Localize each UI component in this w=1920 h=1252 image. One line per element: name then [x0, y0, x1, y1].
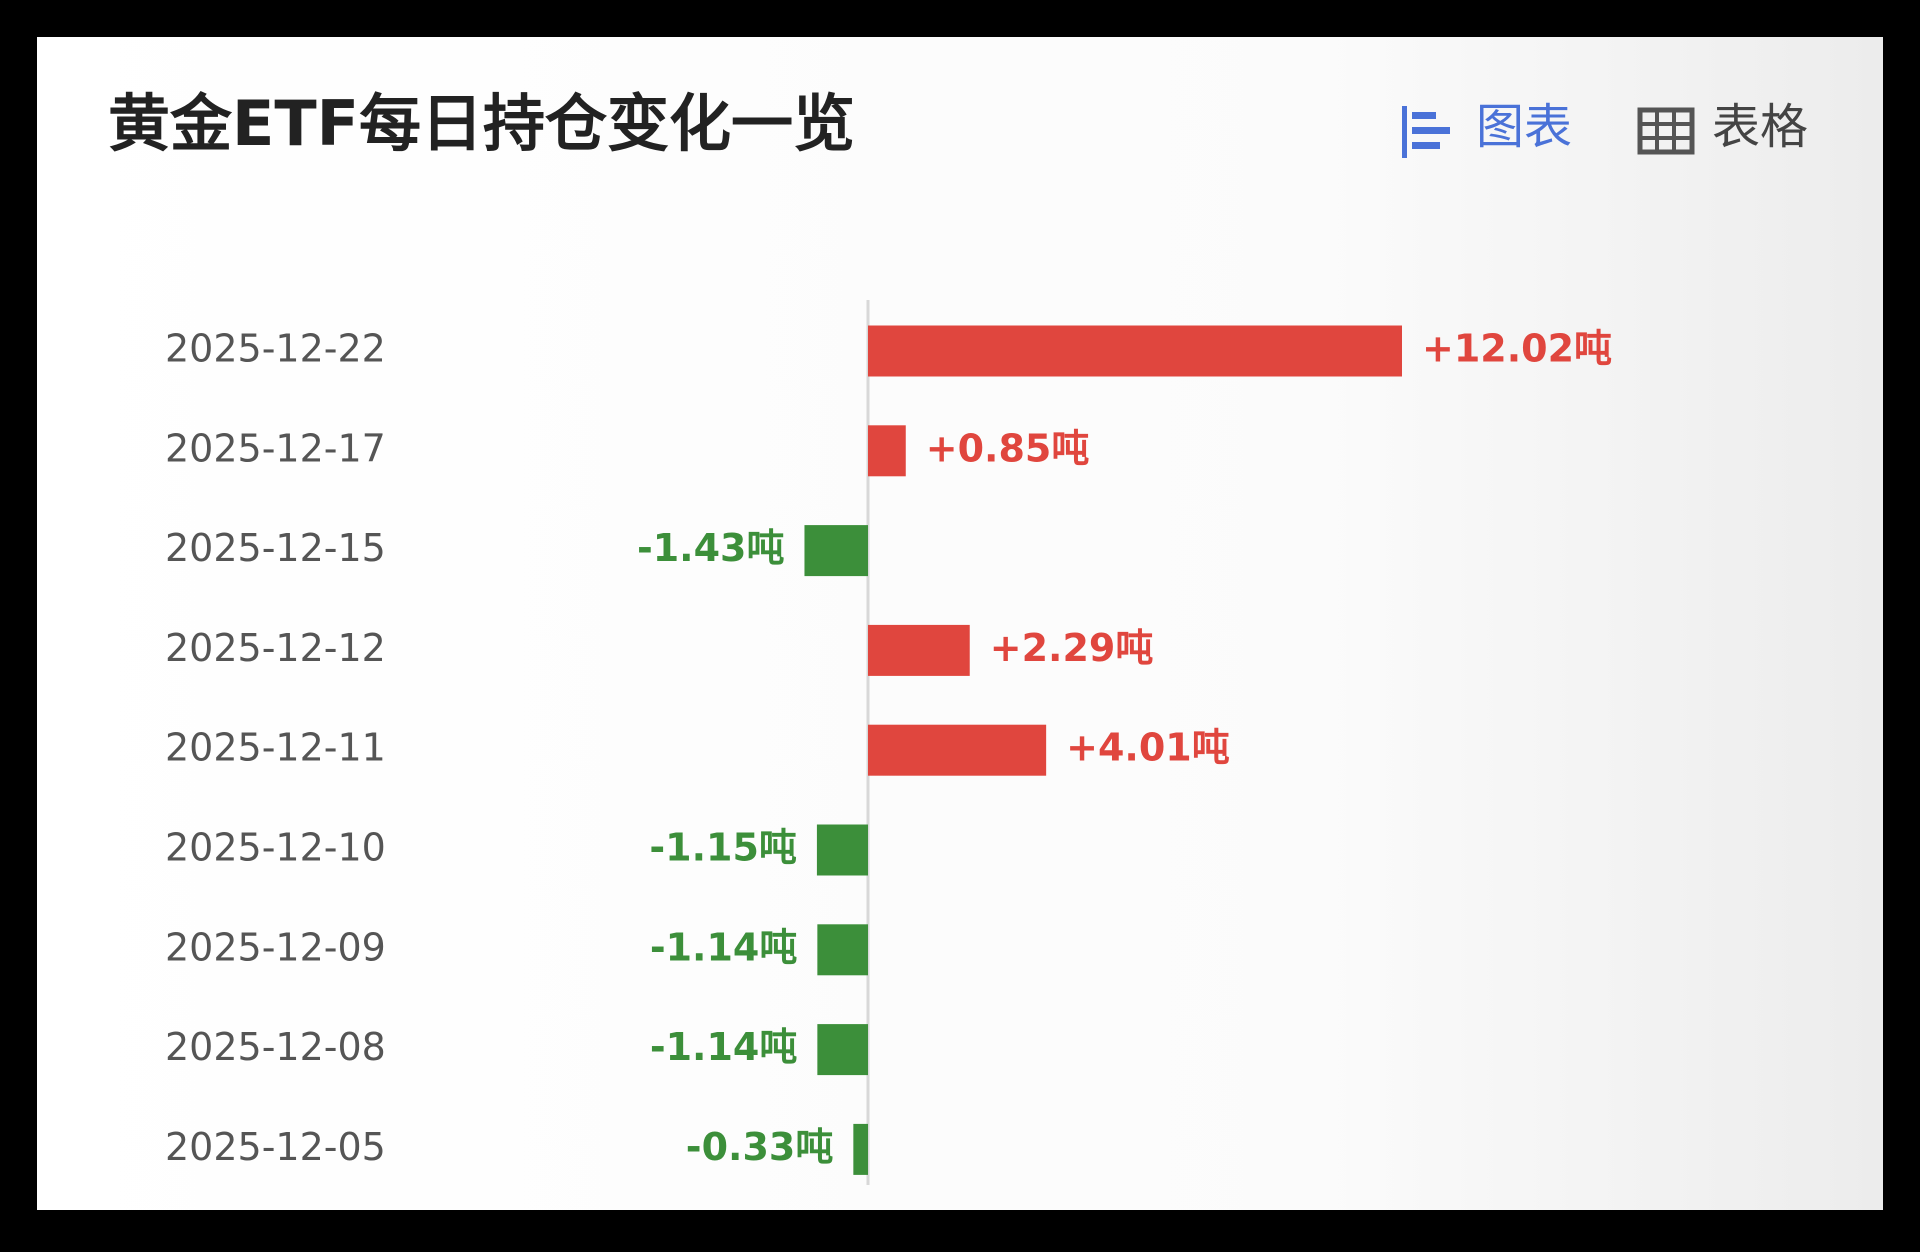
- table-tab[interactable]: 表格: [1637, 99, 1808, 155]
- value-label: -0.33吨: [686, 1125, 834, 1169]
- value-label: +2.29吨: [990, 626, 1154, 670]
- value-label: -1.15吨: [649, 826, 797, 870]
- value-label: -1.14吨: [650, 925, 798, 969]
- value-label: +0.85吨: [926, 426, 1090, 470]
- bar: [868, 624, 970, 676]
- y-tick-label: 2025-12-09: [165, 925, 386, 969]
- bar: [817, 924, 868, 976]
- tab-icon: [1637, 107, 1695, 155]
- y-tick-label: 2025-12-10: [165, 826, 386, 870]
- value-label: -1.43吨: [637, 526, 785, 570]
- y-tick-label: 2025-12-17: [165, 426, 386, 470]
- panel: [37, 37, 1883, 1210]
- chart-tab[interactable]: 图表: [1402, 99, 1572, 158]
- y-tick-label: 2025-12-12: [165, 626, 386, 670]
- tab-label[interactable]: 图表: [1476, 99, 1572, 155]
- tab-icon: [1412, 142, 1440, 149]
- bar: [868, 425, 906, 477]
- value-label: -1.14吨: [650, 1025, 798, 1069]
- bar: [853, 1123, 868, 1175]
- bar: [804, 525, 868, 577]
- y-tick-label: 2025-12-05: [165, 1125, 386, 1169]
- bar: [868, 724, 1047, 776]
- y-tick-label: 2025-12-22: [165, 327, 386, 371]
- chart-title: 黄金ETF每日持仓变化一览: [108, 87, 855, 160]
- bar: [817, 1024, 868, 1076]
- tab-icon: [1412, 112, 1436, 119]
- tab-label[interactable]: 表格: [1712, 99, 1808, 155]
- bar: [816, 824, 868, 876]
- tab-icon: [1412, 127, 1450, 134]
- value-label: +4.01吨: [1066, 726, 1230, 770]
- plot: 2025-12-22 +12.02吨 2025-12-17 +0.85吨 2025-12…: [165, 325, 1612, 1175]
- value-label: +12.02吨: [1422, 327, 1612, 371]
- y-tick-label: 2025-12-11: [165, 726, 386, 770]
- y-tick-label: 2025-12-08: [165, 1025, 386, 1069]
- y-tick-label: 2025-12-15: [165, 526, 386, 570]
- bar: [868, 325, 1402, 377]
- tab-icon: [1402, 106, 1407, 158]
